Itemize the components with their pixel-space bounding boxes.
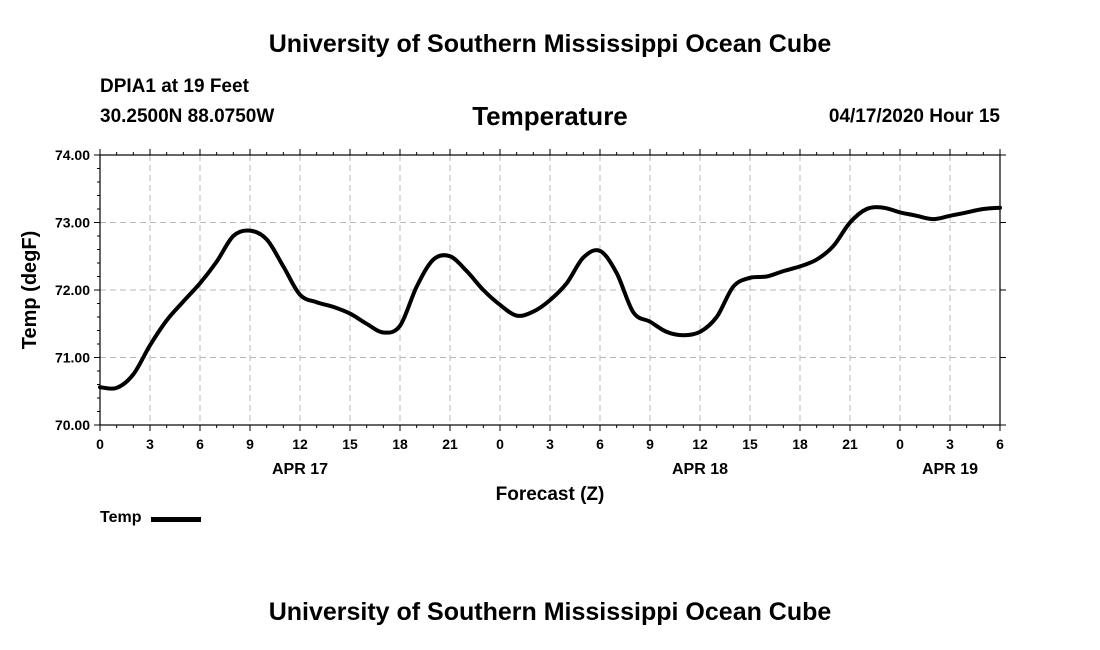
x-tick-label: 0: [96, 436, 104, 452]
y-axis-label: Temp (degF): [19, 231, 41, 350]
x-tick-label: 6: [596, 436, 604, 452]
y-tick-label: 71.00: [55, 350, 90, 366]
temp-series-line: [98, 205, 1002, 391]
x-tick-label: 18: [392, 436, 408, 452]
x-tick-label: 3: [946, 436, 954, 452]
x-tick-label: 9: [646, 436, 654, 452]
x-tick-label: 12: [292, 436, 308, 452]
grid: [100, 155, 1000, 425]
legend: Temp: [100, 509, 202, 527]
x-tick-label: 21: [842, 436, 858, 452]
date-label: APR 17: [272, 461, 328, 478]
page-title: University of Southern Mississippi Ocean…: [268, 30, 832, 58]
datetime-label: 04/17/2020 Hour 15: [828, 106, 1000, 127]
chart-title: Temperature: [472, 101, 628, 131]
station-label: DPIA1 at 19 Feet: [100, 76, 249, 97]
axis-ticks: 70.00 71.00 72.00 73.00 74.00 0 3 6 9 12 15 18 21 0 3 6…: [55, 147, 1006, 478]
y-tick-label: 74.00: [55, 147, 90, 163]
x-tick-label: 9: [246, 436, 254, 452]
x-tick-label: 3: [146, 436, 154, 452]
y-tick-label: 70.00: [55, 417, 90, 433]
x-tick-label: 6: [996, 436, 1004, 452]
date-label: APR 18: [672, 461, 728, 478]
x-tick-label: 21: [442, 436, 458, 452]
x-tick-label: 6: [196, 436, 204, 452]
x-tick-label: 15: [342, 436, 358, 452]
x-tick-label: 0: [496, 436, 504, 452]
x-tick-label: 3: [546, 436, 554, 452]
date-label: APR 19: [922, 461, 978, 478]
y-tick-label: 72.00: [55, 282, 90, 298]
y-tick-label: 73.00: [55, 215, 90, 231]
coordinates-label: 30.2500N 88.0750W: [100, 106, 275, 127]
x-tick-label: 18: [792, 436, 808, 452]
footer-title: University of Southern Mississippi Ocean…: [268, 598, 832, 626]
legend-line-swatch: [151, 516, 202, 522]
x-tick-label: 12: [692, 436, 708, 452]
series-layer: [98, 205, 1002, 391]
x-tick-label: 0: [896, 436, 904, 452]
legend-label: Temp: [100, 509, 142, 526]
x-axis-label: Forecast (Z): [496, 484, 605, 505]
x-tick-label: 15: [742, 436, 758, 452]
